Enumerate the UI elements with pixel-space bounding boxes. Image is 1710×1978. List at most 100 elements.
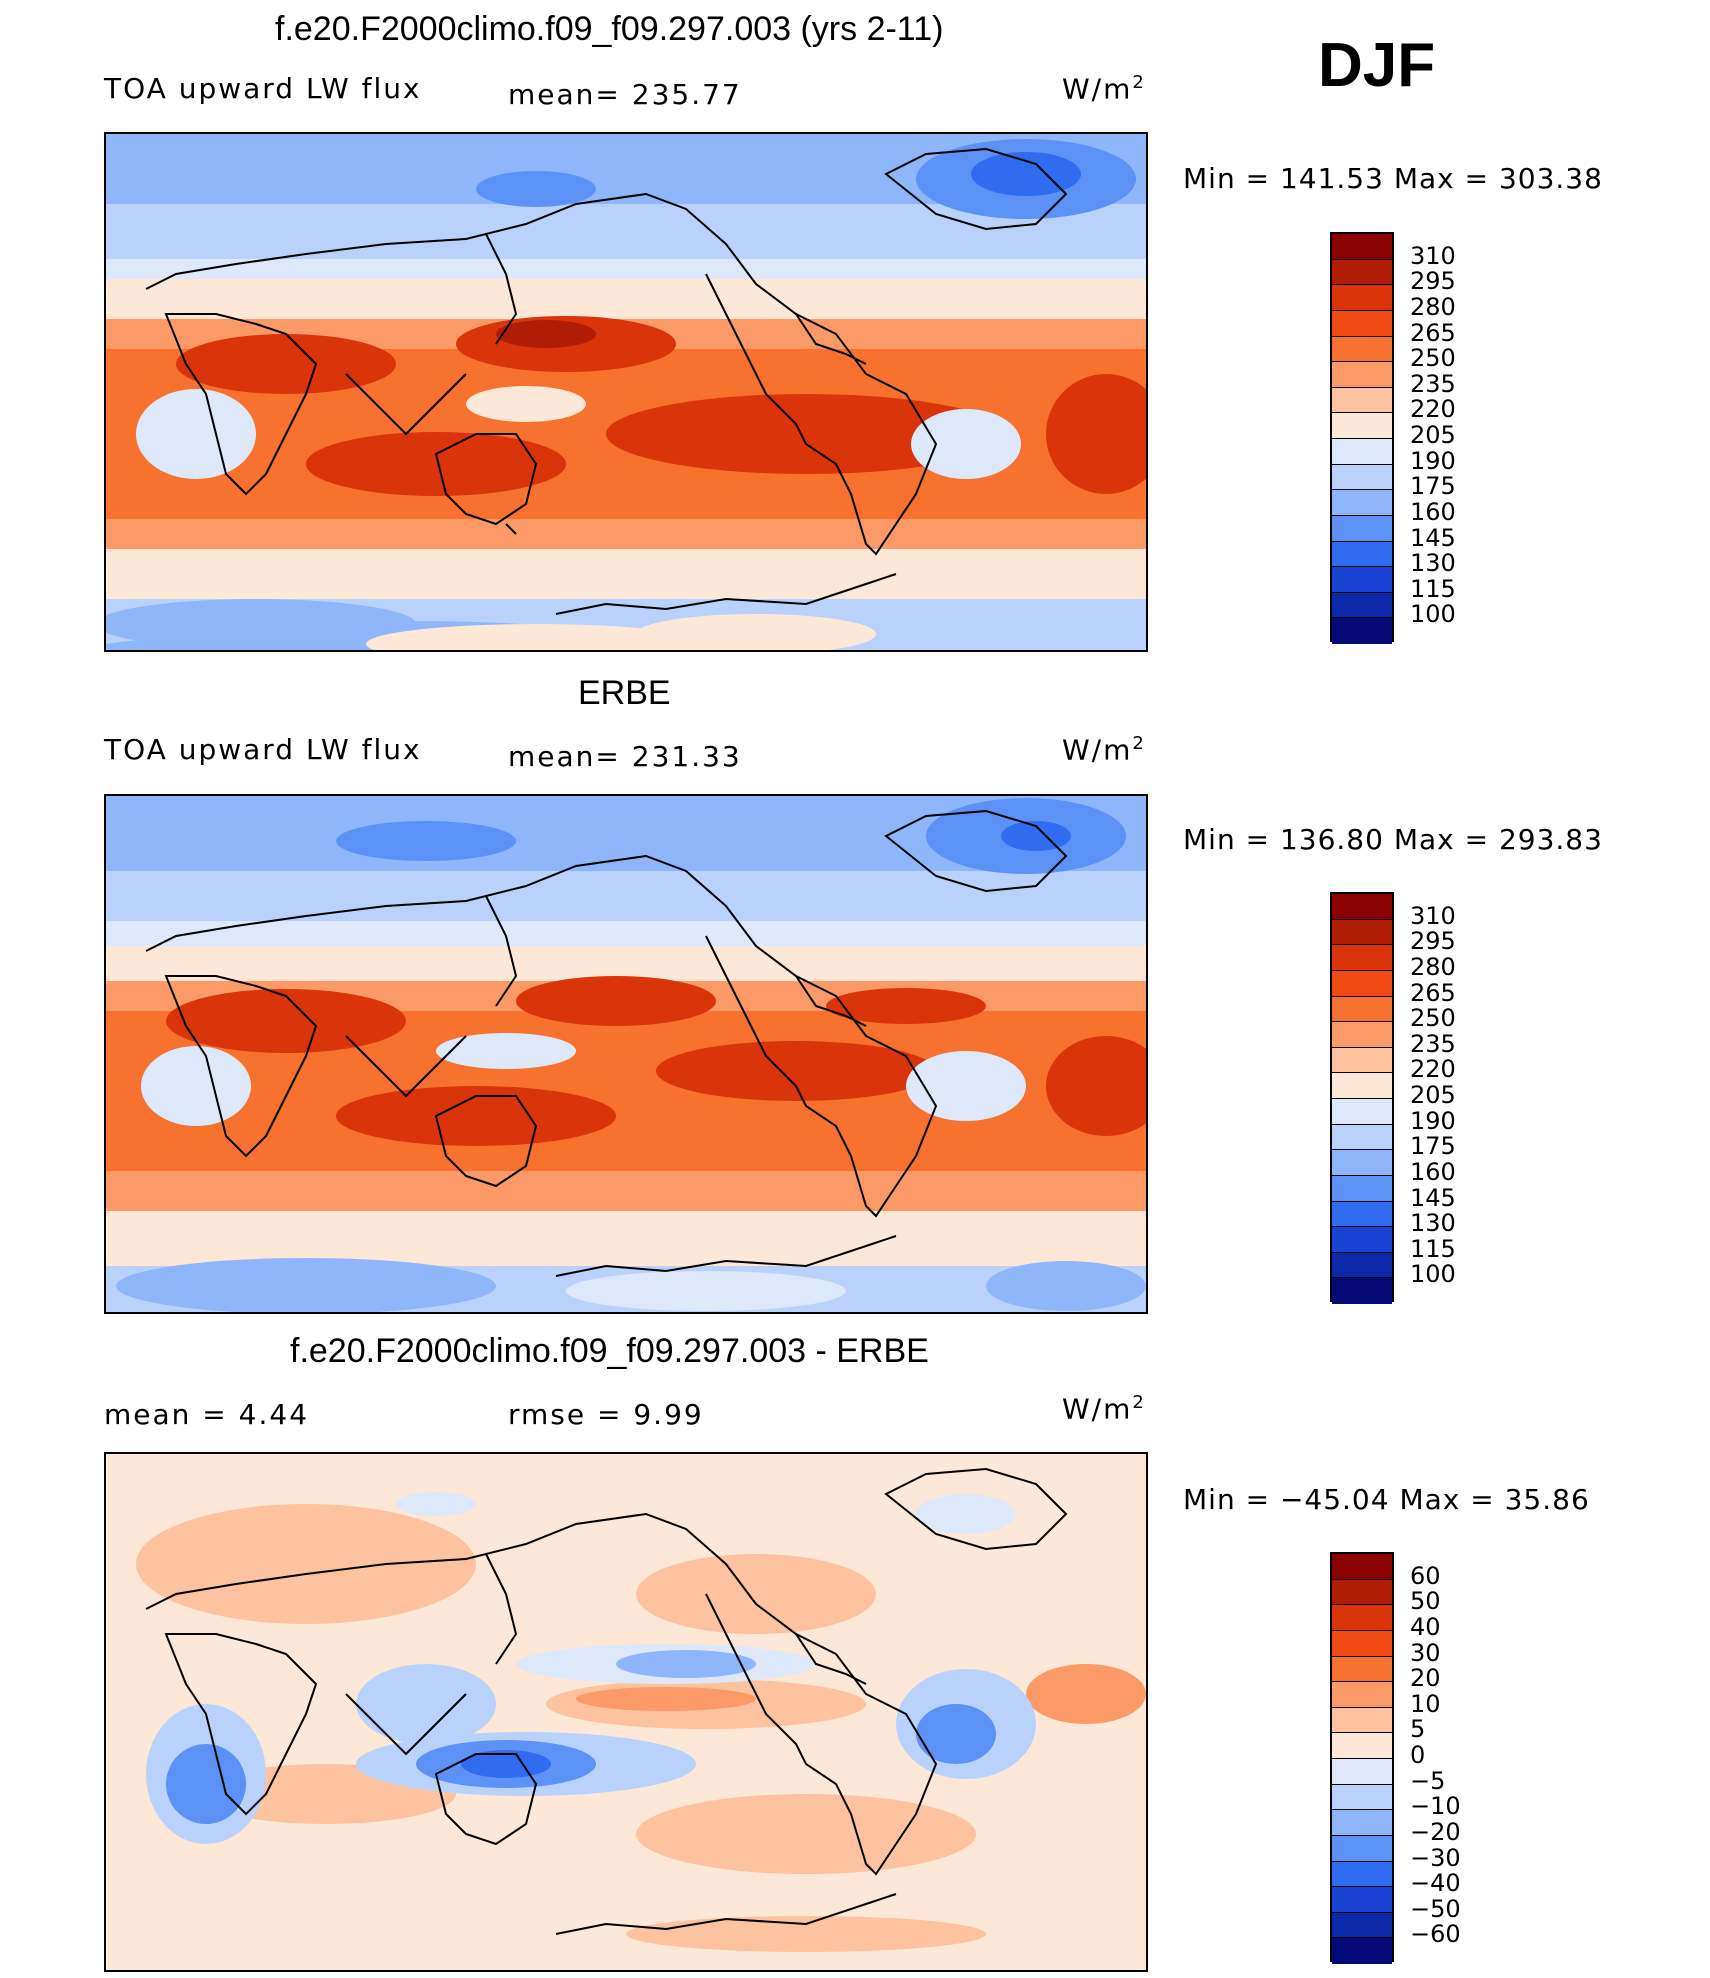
colorbar-swatch [1332, 1861, 1392, 1888]
colorbar-tick-label: 130 [1410, 1209, 1456, 1238]
colorbar-swatch [1332, 336, 1392, 363]
colorbar-swatch [1332, 464, 1392, 491]
panel1-mean-label: mean= 235.77 [508, 78, 742, 111]
colorbar-swatch [1332, 996, 1392, 1023]
colorbar-swatch [1332, 1073, 1392, 1099]
colorbar-swatch [1332, 234, 1392, 260]
colorbar-tick-label: 100 [1410, 600, 1456, 629]
colorbar-swatch [1332, 1227, 1392, 1253]
colorbar-tick-label: 60 [1410, 1561, 1441, 1590]
colorbar-swatch [1332, 1554, 1392, 1580]
panel1-title: f.e20.F2000climo.f09_f09.297.003 (yrs 2-… [275, 10, 944, 48]
colorbar-tick-label: 115 [1410, 574, 1456, 603]
colorbar-tick-label: −50 [1410, 1894, 1461, 1923]
colorbar-tick-label: 145 [1410, 1183, 1456, 1212]
colorbar-swatch [1332, 1252, 1392, 1279]
panel2-colorbar [1330, 892, 1394, 1304]
panel1-colorbar [1330, 232, 1394, 644]
panel1-minmax: Min = 141.53 Max = 303.38 [1183, 162, 1603, 195]
colorbar-swatch [1332, 1759, 1392, 1785]
colorbar-swatch [1332, 1605, 1392, 1631]
colorbar-tick-label: −40 [1410, 1869, 1461, 1898]
colorbar-tick-label: 145 [1410, 523, 1456, 552]
colorbar-tick-label: 50 [1410, 1587, 1441, 1616]
colorbar-tick-label: 265 [1410, 318, 1456, 347]
colorbar-swatch [1332, 1579, 1392, 1606]
colorbar-swatch [1332, 1201, 1392, 1228]
colorbar-tick-label: 310 [1410, 241, 1456, 270]
colorbar-swatch [1332, 490, 1392, 516]
colorbar-tick-label: 310 [1410, 901, 1456, 930]
colorbar-swatch [1332, 541, 1392, 568]
colorbar-tick-label: 250 [1410, 1004, 1456, 1033]
colorbar-swatch [1332, 387, 1392, 414]
colorbar-swatch [1332, 259, 1392, 286]
colorbar-tick-label: −5 [1410, 1766, 1446, 1795]
colorbar-swatch [1332, 1175, 1392, 1202]
colorbar-swatch [1332, 1938, 1392, 1964]
panel3-units: W/m2 [1062, 1392, 1146, 1426]
colorbar-swatch [1332, 1887, 1392, 1913]
panel3-title: f.e20.F2000climo.f09_f09.297.003 - ERBE [290, 1332, 929, 1370]
panel3-minmax: Min = −45.04 Max = 35.86 [1183, 1483, 1590, 1516]
panel3-colorbar [1330, 1552, 1394, 1964]
colorbar-tick-label: 100 [1410, 1260, 1456, 1289]
colorbar-swatch [1332, 1630, 1392, 1657]
colorbar-tick-label: −60 [1410, 1920, 1461, 1949]
colorbar-tick-label: 220 [1410, 395, 1456, 424]
colorbar-swatch [1332, 1022, 1392, 1048]
colorbar-tick-label: 295 [1410, 927, 1456, 956]
colorbar-tick-label: 40 [1410, 1612, 1441, 1641]
colorbar-swatch [1332, 1124, 1392, 1151]
colorbar-swatch [1332, 310, 1392, 337]
colorbar-swatch [1332, 1047, 1392, 1074]
colorbar-swatch [1332, 1707, 1392, 1734]
panel1-model-map [104, 132, 1148, 652]
panel2-observation-map [104, 794, 1148, 1314]
panel2-title: ERBE [578, 674, 671, 712]
panel1-variable-label: TOA upward LW flux [104, 72, 422, 105]
colorbar-tick-label: −10 [1410, 1792, 1461, 1821]
colorbar-tick-label: 175 [1410, 1132, 1456, 1161]
panel3-difference-map [104, 1452, 1148, 1972]
colorbar-tick-label: −20 [1410, 1817, 1461, 1846]
colorbar-swatch [1332, 362, 1392, 388]
colorbar-swatch [1332, 567, 1392, 593]
colorbar-tick-label: 205 [1410, 421, 1456, 449]
colorbar-swatch [1332, 1733, 1392, 1759]
colorbar-tick-label: 295 [1410, 267, 1456, 296]
colorbar-swatch [1332, 1682, 1392, 1708]
colorbar-swatch [1332, 1099, 1392, 1125]
colorbar-tick-label: 160 [1410, 1157, 1456, 1186]
panel1-units: W/m2 [1062, 72, 1146, 106]
colorbar-swatch [1332, 618, 1392, 644]
panel3-mean-label: mean = 4.44 [104, 1398, 310, 1431]
colorbar-tick-label: 280 [1410, 292, 1456, 321]
colorbar-swatch [1332, 1278, 1392, 1304]
colorbar-tick-label: 235 [1410, 369, 1456, 398]
colorbar-tick-label: 175 [1410, 472, 1456, 501]
colorbar-swatch [1332, 1912, 1392, 1939]
colorbar-swatch [1332, 1150, 1392, 1176]
colorbar-swatch [1332, 1810, 1392, 1836]
colorbar-swatch [1332, 894, 1392, 920]
colorbar-swatch [1332, 1656, 1392, 1683]
panel3-rmse-label: rmse = 9.99 [508, 1398, 704, 1431]
colorbar-swatch [1332, 945, 1392, 971]
panel2-variable-label: TOA upward LW flux [104, 733, 422, 766]
colorbar-swatch [1332, 970, 1392, 997]
colorbar-tick-label: 280 [1410, 952, 1456, 981]
colorbar-tick-label: 5 [1410, 1715, 1426, 1744]
colorbar-tick-label: 250 [1410, 344, 1456, 373]
colorbar-tick-label: 115 [1410, 1234, 1456, 1263]
colorbar-swatch [1332, 919, 1392, 946]
colorbar-swatch [1332, 285, 1392, 311]
colorbar-tick-label: 190 [1410, 1106, 1456, 1135]
colorbar-tick-label: 0 [1410, 1741, 1426, 1769]
colorbar-swatch [1332, 1835, 1392, 1862]
colorbar-tick-label: 20 [1410, 1664, 1441, 1693]
colorbar-tick-label: 220 [1410, 1055, 1456, 1084]
colorbar-swatch [1332, 515, 1392, 542]
colorbar-tick-label: 130 [1410, 549, 1456, 578]
panel2-minmax: Min = 136.80 Max = 293.83 [1183, 823, 1603, 856]
